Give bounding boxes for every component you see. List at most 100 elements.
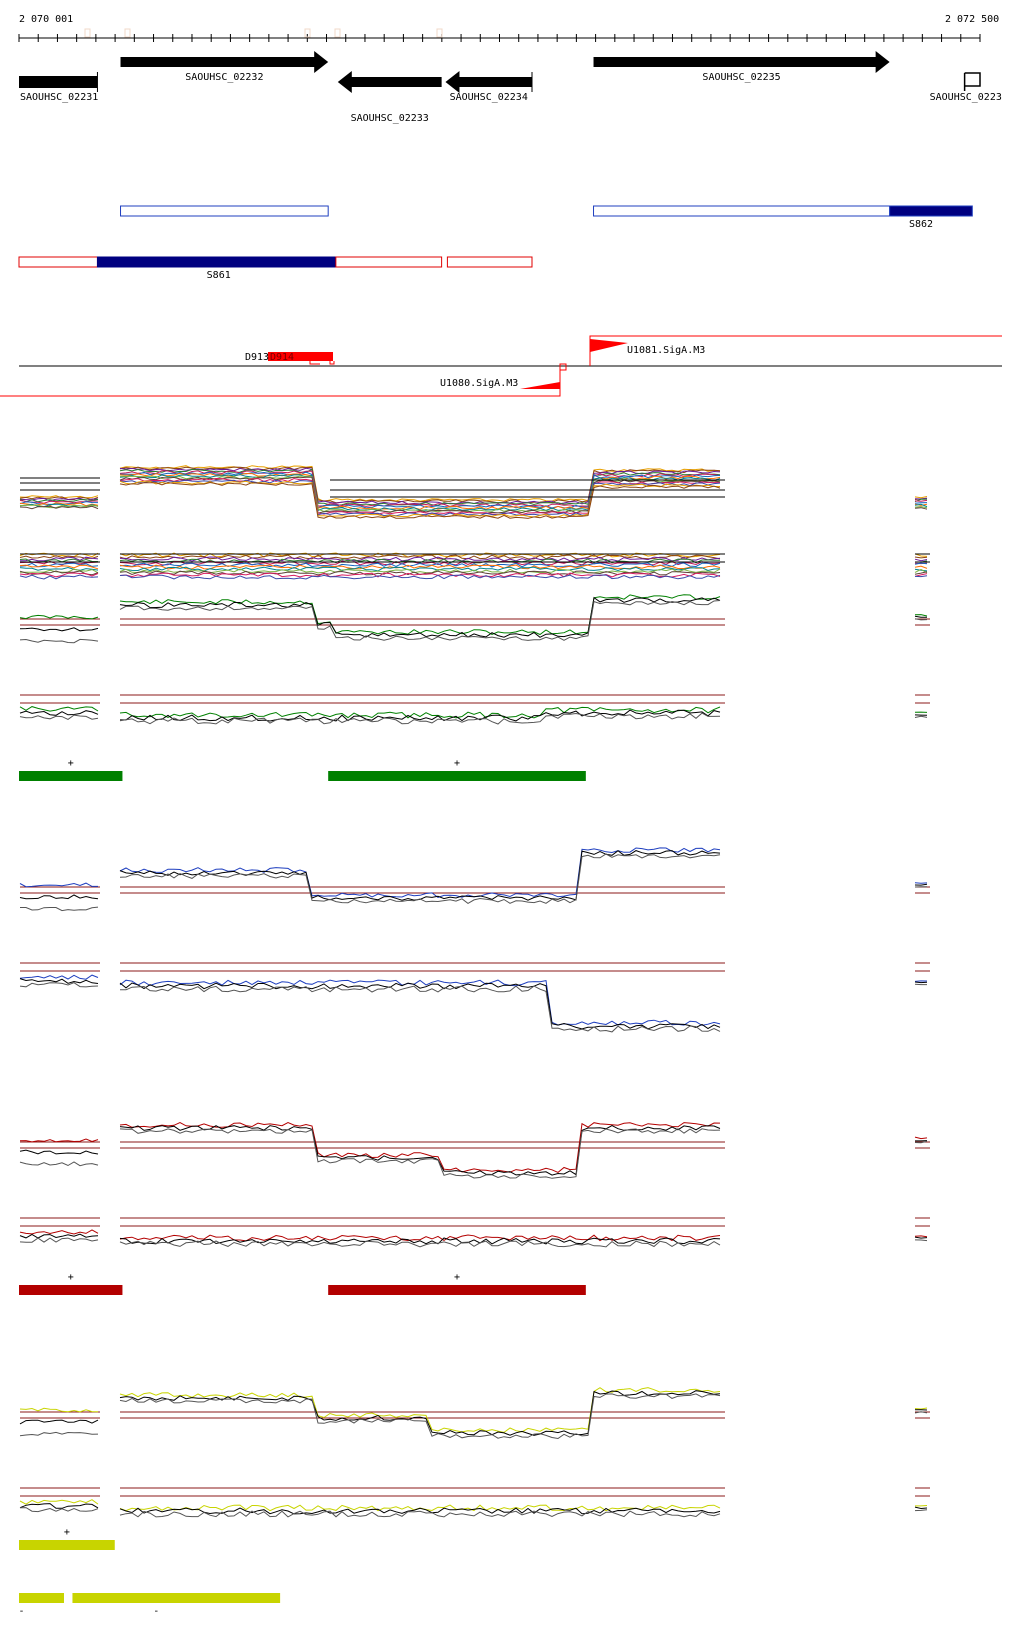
call-block bbox=[328, 771, 586, 781]
expression-trace bbox=[19, 1419, 99, 1425]
red-track-segment bbox=[18, 256, 98, 268]
gene-label: SAOUHSC_02231 bbox=[20, 92, 98, 103]
expression-panels: + ++ ++- - bbox=[18, 465, 930, 1617]
expression-trace bbox=[119, 574, 721, 580]
expression-trace bbox=[19, 614, 99, 620]
promoter-left-triangle bbox=[520, 382, 560, 389]
expression-trace bbox=[914, 507, 928, 510]
expression-panel bbox=[19, 1121, 930, 1248]
expression-trace bbox=[19, 714, 99, 720]
ruler-ticks bbox=[18, 28, 981, 42]
call-mark: + bbox=[68, 758, 74, 769]
expression-trace bbox=[119, 1121, 721, 1173]
gene-arrow bbox=[337, 71, 442, 93]
expression-trace bbox=[19, 638, 99, 644]
red-track-segment bbox=[96, 256, 337, 268]
expression-trace bbox=[119, 706, 721, 719]
gene-arrow bbox=[963, 72, 981, 91]
expression-trace bbox=[914, 1136, 928, 1140]
d-feature-label-b: D914 bbox=[270, 352, 294, 363]
expression-trace bbox=[19, 627, 99, 632]
expression-trace bbox=[914, 503, 928, 508]
expression-trace bbox=[19, 562, 99, 568]
expression-trace bbox=[19, 1431, 99, 1437]
expression-trace bbox=[119, 468, 721, 506]
red-track-segment bbox=[446, 256, 533, 268]
expression-trace bbox=[19, 1237, 99, 1243]
d-feature-label-a: D913 bbox=[245, 352, 269, 363]
gene-track: SAOUHSC_02231 SAOUHSC_02232 SAOUHSC_02233 S… bbox=[19, 51, 1002, 124]
gene-arrow bbox=[445, 71, 532, 93]
expression-trace bbox=[19, 978, 99, 984]
gene-arrow bbox=[593, 51, 890, 73]
call-mark: + bbox=[454, 1272, 460, 1283]
expression-trace bbox=[19, 505, 99, 510]
expression-trace bbox=[119, 1240, 721, 1248]
expression-trace bbox=[19, 1507, 99, 1513]
call-block bbox=[19, 1540, 115, 1550]
expression-trace bbox=[914, 571, 928, 575]
expression-trace bbox=[19, 982, 99, 988]
expression-trace bbox=[914, 499, 928, 502]
expression-trace bbox=[914, 1411, 928, 1414]
red-track-segment bbox=[335, 256, 443, 268]
ruler-end-label: 2 072 500 bbox=[945, 14, 999, 25]
expression-trace bbox=[914, 568, 928, 572]
call-mark: + bbox=[64, 1527, 70, 1538]
expression-group bbox=[19, 465, 928, 519]
expression-trace bbox=[119, 564, 721, 570]
expression-trace bbox=[19, 566, 99, 571]
call-block bbox=[328, 1285, 586, 1295]
expression-trace bbox=[19, 504, 99, 509]
expression-trace bbox=[914, 614, 928, 617]
expression-trace bbox=[914, 1235, 928, 1238]
expression-trace bbox=[120, 985, 721, 1033]
expression-trace bbox=[119, 1234, 721, 1242]
d-feature-block bbox=[268, 352, 333, 361]
gene-arrow bbox=[19, 76, 98, 88]
promoter-left-line bbox=[0, 366, 561, 397]
expression-trace bbox=[19, 552, 99, 558]
gene-arrow bbox=[120, 51, 329, 73]
expression-trace bbox=[119, 712, 721, 725]
blue-segment bbox=[120, 205, 329, 217]
expression-trace bbox=[914, 883, 928, 886]
expression-trace bbox=[119, 979, 721, 1026]
expression-trace bbox=[119, 566, 721, 572]
promoter-right-label: U1081.SigA.M3 bbox=[627, 345, 705, 356]
expression-trace bbox=[914, 565, 928, 569]
coordinate-ruler: 2 070 001 2 072 500 bbox=[18, 14, 999, 42]
expression-trace bbox=[19, 574, 99, 580]
expression-trace bbox=[914, 1506, 928, 1510]
feature-track: D913 D914 U1081.SigA.M3 U1080.SigA.M3 bbox=[0, 335, 1002, 397]
expression-trace bbox=[914, 562, 928, 565]
blue-segment bbox=[889, 205, 973, 217]
promoter-right-line bbox=[589, 335, 1002, 366]
call-mark: - bbox=[18, 1606, 24, 1617]
call-mark: + bbox=[454, 758, 460, 769]
segment-label: S862 bbox=[909, 219, 933, 230]
expression-trace bbox=[914, 556, 928, 559]
expression-trace bbox=[119, 1125, 721, 1176]
expression-trace bbox=[914, 715, 928, 718]
expression-trace bbox=[914, 618, 928, 621]
expression-trace bbox=[19, 1138, 99, 1143]
expression-trace bbox=[914, 981, 928, 984]
call-mark: + bbox=[68, 1272, 74, 1283]
expression-trace bbox=[119, 572, 721, 578]
expression-trace bbox=[119, 481, 721, 519]
expression-trace bbox=[19, 572, 99, 578]
expression-trace bbox=[914, 1140, 928, 1144]
call-block bbox=[19, 1593, 64, 1603]
expression-trace bbox=[914, 573, 928, 577]
expression-trace bbox=[120, 556, 721, 562]
expression-trace bbox=[20, 906, 99, 912]
expression-trace bbox=[914, 575, 928, 578]
expression-trace bbox=[914, 558, 928, 562]
call-block-row: + + bbox=[19, 758, 586, 781]
expression-trace bbox=[119, 480, 721, 518]
expression-trace bbox=[119, 853, 721, 905]
gene-label: SAOUHSC_02235 bbox=[702, 72, 780, 83]
expression-trace bbox=[19, 556, 99, 562]
